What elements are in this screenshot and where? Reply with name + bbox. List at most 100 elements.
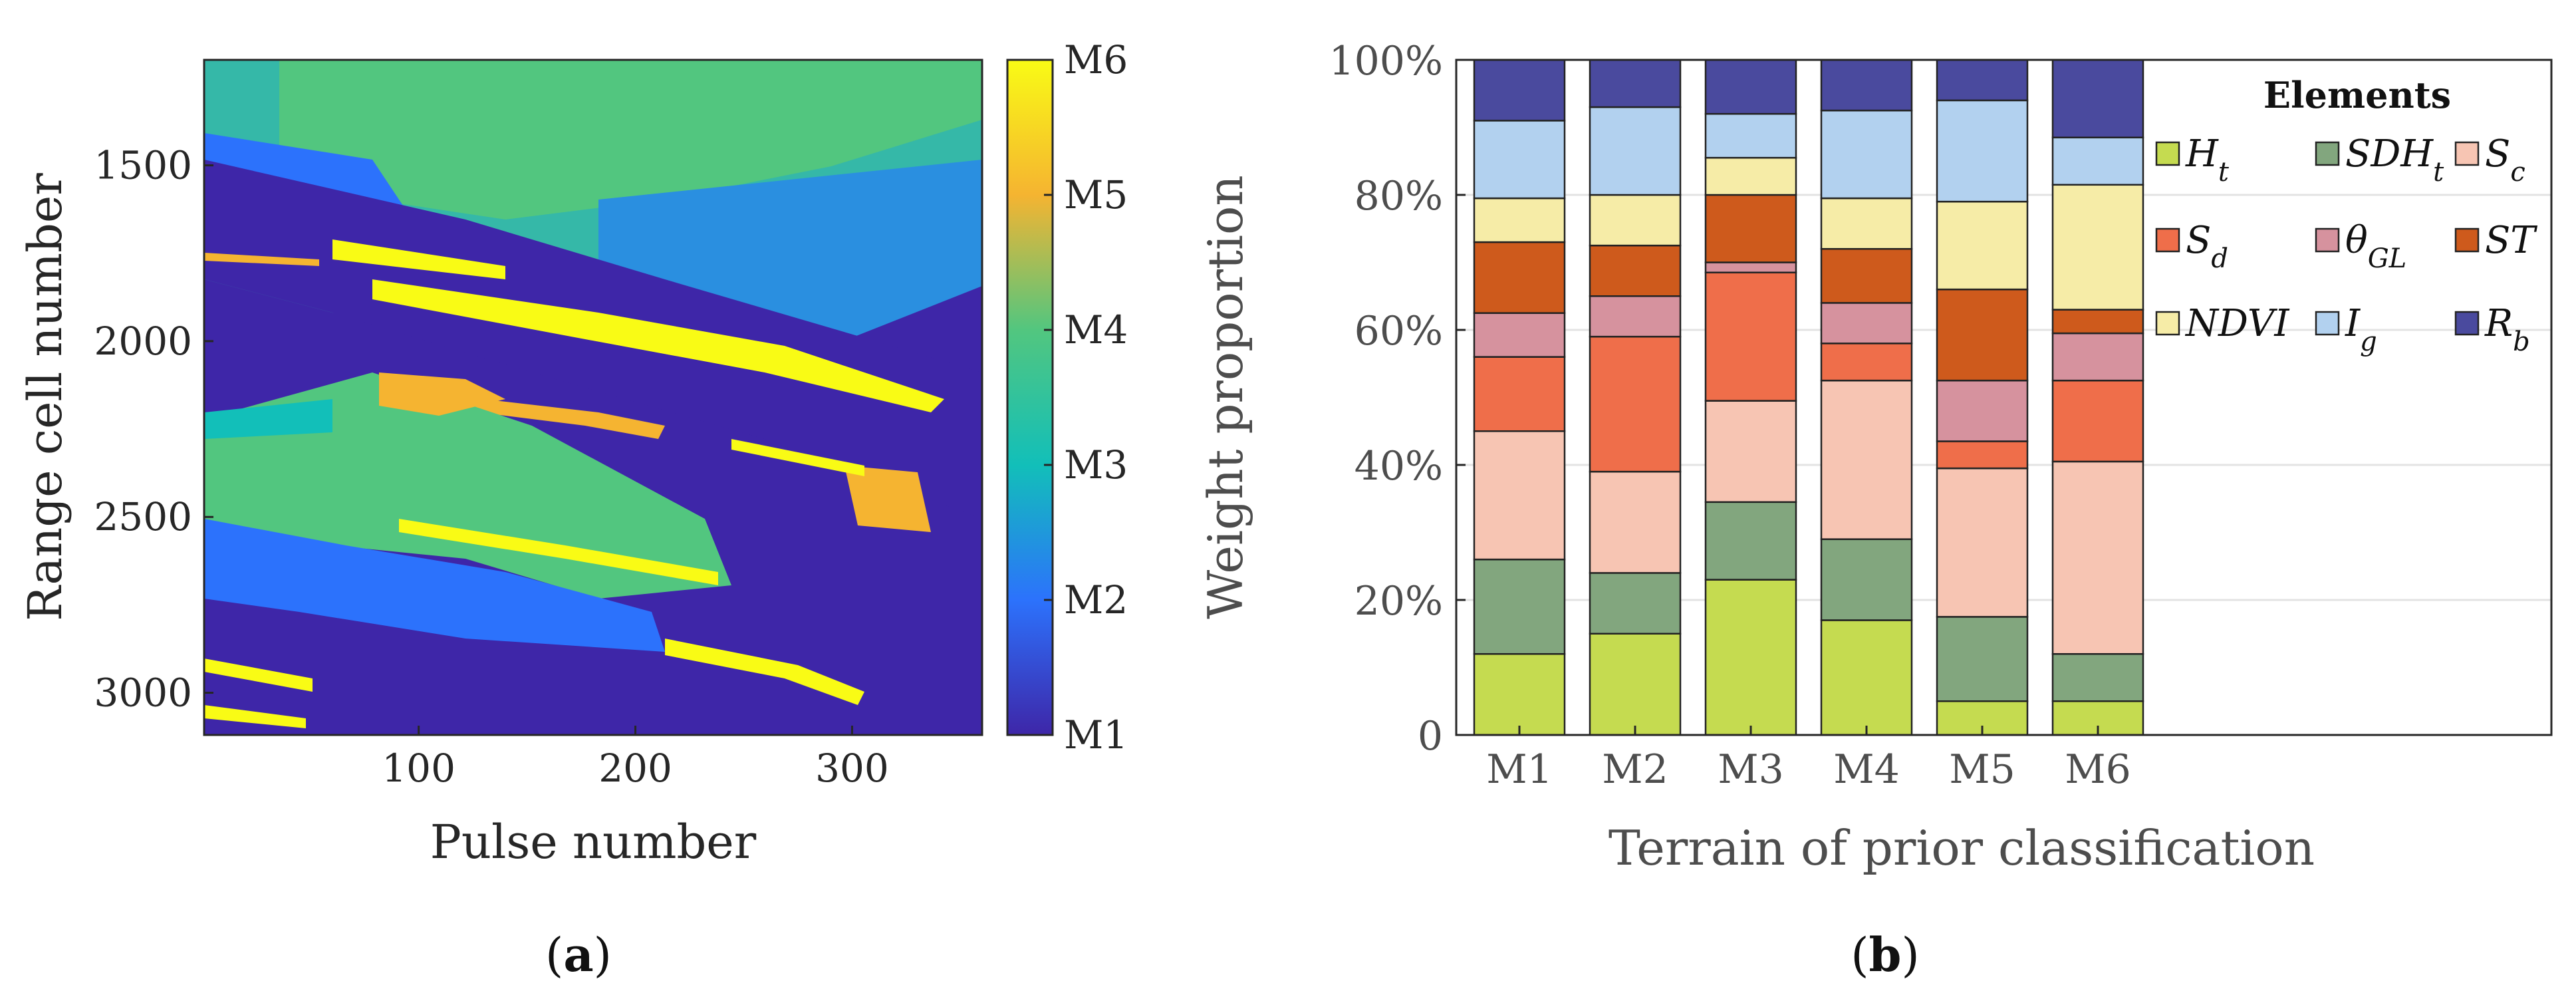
bar-segment — [2051, 460, 2144, 655]
bar-stacks — [1473, 59, 2144, 736]
legend: Elements Ht SDHt Sc Sd θGL ST NDVI Ig Rb — [2155, 74, 2537, 357]
bar-segment — [1936, 467, 2029, 618]
bar-segment — [1704, 579, 1797, 736]
legend-swatch — [2315, 141, 2340, 166]
bar-segment — [1589, 572, 1682, 635]
heatmap-streak-yellow-7 — [731, 439, 864, 476]
legend-swatch — [2155, 141, 2180, 166]
heatmap-streak-orange-2 — [204, 253, 319, 266]
legend-swatch — [2155, 311, 2180, 336]
bar-segment — [1936, 59, 2029, 102]
bar-segment — [2051, 59, 2144, 138]
heatmap-blob-orange — [379, 372, 505, 416]
bar-segment — [1589, 194, 1682, 247]
colorbar: M1 M2 M3 M4 M5 M6 — [1006, 37, 1128, 758]
heatmap-x-axis-label: Pulse number — [430, 815, 757, 869]
bar-y-tick-label: 40% — [1354, 443, 1443, 490]
panel-caption-b: (b) — [1851, 927, 1920, 982]
panel-caption-a: (a) — [545, 927, 612, 982]
legend-entry: Sc — [2485, 132, 2525, 188]
bar-segment — [1473, 558, 1566, 655]
bar-segment — [1936, 440, 2029, 470]
colorbar-label: M3 — [1064, 442, 1128, 488]
bar-segment — [1704, 261, 1797, 273]
bar-segment — [2051, 309, 2144, 335]
bar-segment — [1473, 356, 1566, 432]
bar-segment — [1589, 295, 1682, 338]
bar-x-axis-label: Terrain of prior classification — [1609, 820, 2315, 876]
bar-segment — [1473, 120, 1566, 200]
heatmap-region-green-lower — [204, 372, 731, 599]
heatmap-region-teal-lower — [204, 399, 332, 439]
bar-y-tick-label: 20% — [1354, 578, 1443, 625]
heatmap-streak-yellow-1 — [372, 279, 944, 412]
heatmap-region-blue-lower — [204, 519, 665, 652]
legend-swatch — [2155, 227, 2180, 253]
legend-entry: SDHt — [2345, 132, 2444, 188]
bar-segment — [2051, 136, 2144, 186]
legend-title: Elements — [2263, 74, 2451, 116]
stacked-bar-panel: 0 20% 40% 60% 80% 100% M1 M2 M3 M4 M5 M6 Terrain of… — [1198, 38, 2553, 982]
bar-segment — [1820, 619, 1913, 736]
heatmap-x-tick-label: 200 — [598, 746, 672, 791]
colorbar-labels: M1 M2 M3 M4 M5 M6 — [1044, 37, 1128, 758]
heatmap-y-tick-label: 3000 — [94, 670, 192, 716]
bar-segment — [1936, 200, 2029, 291]
bar-ticks: 0 20% 40% 60% 80% 100% M1 M2 M3 M4 M5 M6 — [1329, 38, 2130, 793]
bar-segment — [1589, 470, 1682, 574]
heatmap-streak-yellow-3 — [399, 519, 718, 585]
bar-segment — [1589, 244, 1682, 297]
bar-segment — [2051, 332, 2144, 382]
bar-x-tick-label: M3 — [1718, 746, 1784, 793]
bar-segment — [1704, 156, 1797, 196]
bar-y-tick-label: 60% — [1354, 308, 1443, 355]
heatmap-y-tick-label: 2000 — [94, 319, 192, 364]
legend-entry: Rb — [2484, 302, 2530, 357]
heatmap-frame — [203, 59, 983, 736]
bar-segment — [1589, 633, 1682, 736]
legend-swatch — [2315, 311, 2340, 336]
colorbar-label: M6 — [1064, 37, 1128, 82]
bar-segment — [1936, 288, 2029, 382]
bar-frame — [1455, 59, 2553, 736]
bar-x-tick-label: M2 — [1602, 746, 1668, 793]
bar-segment — [1936, 99, 2029, 203]
bar-segment — [1473, 652, 1566, 736]
bar-segment — [1473, 197, 1566, 243]
legend-entry: NDVI — [2184, 302, 2290, 345]
bar-segment — [1473, 430, 1566, 561]
colorbar-label: M4 — [1064, 307, 1128, 353]
heatmap-blob-orange-right — [844, 466, 931, 532]
bar-segment — [2051, 379, 2144, 463]
heatmap-x-tick-label: 100 — [382, 746, 455, 791]
heatmap-y-tick-label: 2500 — [94, 494, 192, 539]
bar-x-tick-label: M6 — [2065, 746, 2131, 793]
legend-items: Ht SDHt Sc Sd θGL ST NDVI Ig Rb — [2155, 132, 2537, 357]
heatmap-y-axis-label: Range cell number — [18, 173, 72, 621]
heatmap-plot-area — [204, 60, 982, 735]
colorbar-label: M1 — [1064, 712, 1128, 758]
legend-entry: ST — [2485, 219, 2537, 262]
bar-y-tick-label: 100% — [1329, 38, 1443, 84]
bar-segment — [1820, 109, 1913, 200]
heatmap-y-tick-label: 1500 — [94, 143, 192, 188]
bar-segment — [1589, 106, 1682, 196]
bar-segment — [1820, 538, 1913, 621]
bar-y-axis-label: Weight proportion — [1198, 175, 1253, 619]
heatmap-ticks: 100 200 300 1500 2000 2500 3000 — [94, 143, 888, 791]
legend-swatch — [2454, 141, 2480, 166]
legend-entry: Sd — [2186, 219, 2228, 274]
bar-segment — [1473, 312, 1566, 358]
bar-segment — [2051, 652, 2144, 702]
bar-segment — [1589, 59, 1682, 108]
heatmap-streak-yellow-6 — [204, 705, 306, 728]
legend-entry: Ht — [2185, 132, 2230, 188]
bar-segment — [1704, 400, 1797, 504]
legend-swatch — [2454, 311, 2480, 336]
heatmap-panel: 100 200 300 1500 2000 2500 3000 Pulse number R… — [18, 37, 1128, 982]
bar-segment — [1704, 271, 1797, 402]
bar-segment — [1704, 501, 1797, 581]
colorbar-gradient — [1006, 59, 1054, 736]
bar-segment — [1589, 335, 1682, 473]
